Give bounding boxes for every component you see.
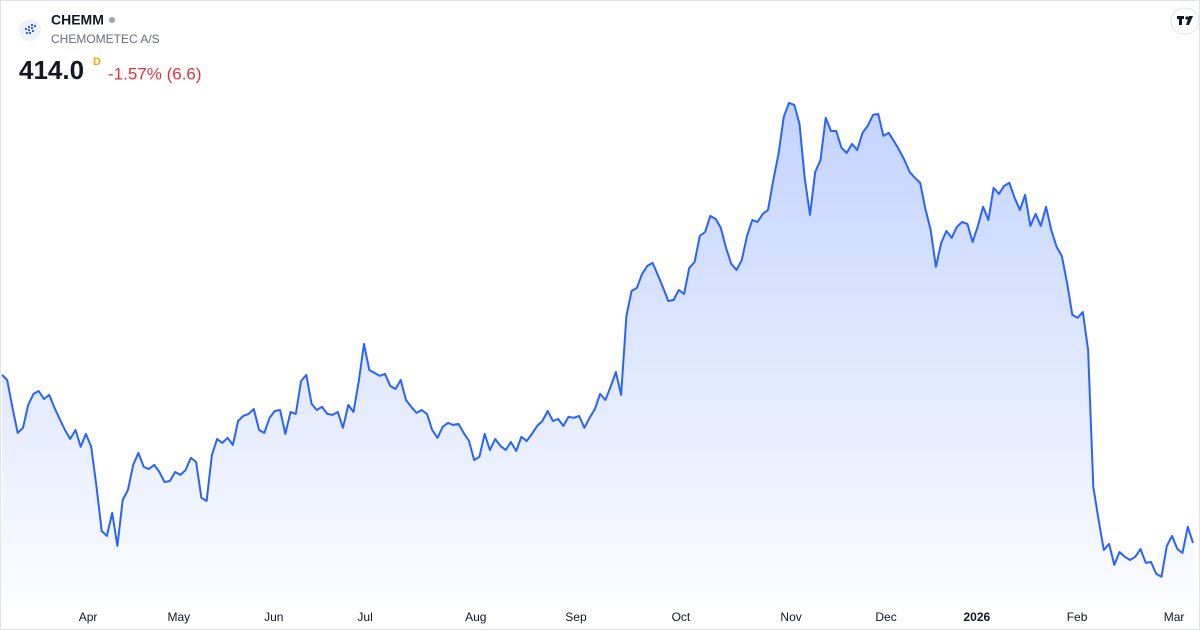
logo-badge[interactable] <box>1170 7 1200 35</box>
x-tick-label: Aug <box>465 610 486 624</box>
x-tick-label: Nov <box>780 610 801 624</box>
x-tick-label: Mar <box>1164 610 1185 624</box>
x-tick-label: Jul <box>357 610 372 624</box>
x-tick-label: Apr <box>79 610 98 624</box>
last-price: 414.0 <box>19 55 84 85</box>
icon-dots <box>25 24 36 34</box>
logo <box>1177 16 1193 25</box>
x-tick-label: 2026 <box>963 610 990 624</box>
status-dot <box>109 17 115 23</box>
area-fill <box>2 102 1193 601</box>
company-name: CHEMOMETEC A/S <box>51 32 160 46</box>
x-tick-label: Sep <box>565 610 587 624</box>
x-tick-label: Feb <box>1067 610 1088 624</box>
symbol: CHEMM <box>51 12 104 28</box>
interval: D <box>93 56 101 68</box>
x-tick-label: Jun <box>264 610 283 624</box>
price-line <box>1 101 1194 578</box>
x-tick-label: May <box>167 610 190 624</box>
price-change: -1.57% (6.6) <box>108 64 202 83</box>
x-tick-label: Dec <box>875 610 896 624</box>
x-tick-label: Oct <box>672 610 691 624</box>
